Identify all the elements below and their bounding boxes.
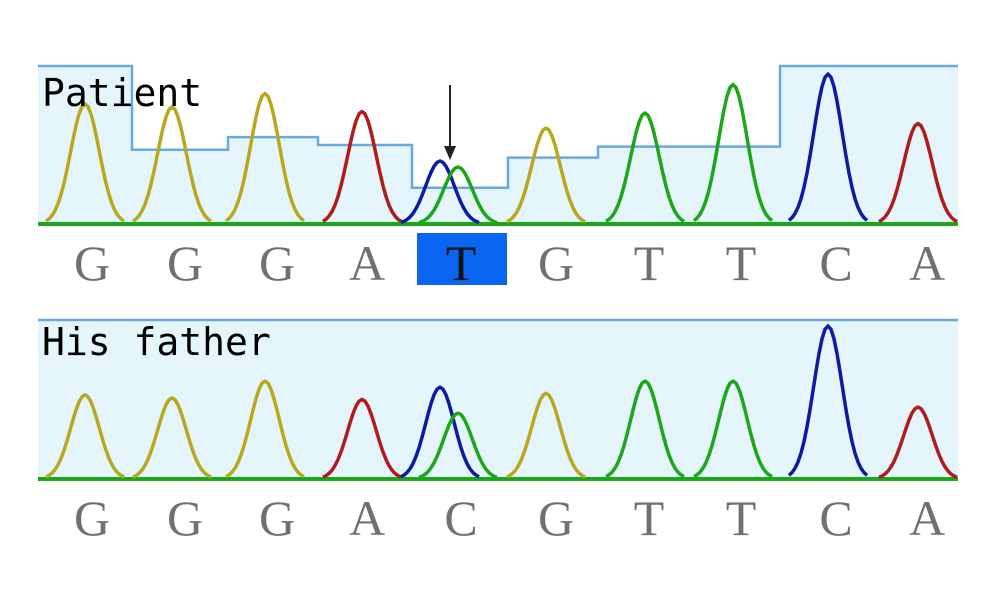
base-call-g: G — [167, 490, 203, 546]
peak-g — [506, 391, 586, 479]
base-call-a: A — [349, 490, 385, 546]
panel-label: His father — [42, 320, 271, 364]
peak-g — [131, 105, 213, 223]
peak-c — [787, 72, 869, 222]
arrow-head-icon — [444, 146, 456, 160]
peak-g — [44, 102, 126, 223]
peak-t — [605, 111, 685, 223]
base-call-t: T — [634, 235, 665, 291]
quality-area — [38, 66, 958, 224]
peak-t — [605, 379, 685, 479]
peak-a — [322, 397, 402, 479]
peak-a — [878, 121, 958, 224]
peak-g — [45, 393, 125, 479]
base-call-a: A — [909, 235, 945, 291]
base-call-t: T — [446, 235, 477, 291]
peak-c — [400, 159, 480, 225]
base-call-c: C — [819, 235, 852, 291]
peak-g — [506, 126, 586, 224]
peak-t — [418, 165, 498, 225]
base-call-g: G — [538, 235, 574, 291]
peak-c — [400, 385, 480, 479]
peak-a — [322, 109, 402, 223]
base-call-t: T — [726, 490, 757, 546]
base-call-a: A — [349, 235, 385, 291]
peak-c — [787, 324, 869, 477]
base-call-t: T — [634, 490, 665, 546]
mutation-highlight — [417, 233, 507, 285]
panel-label: Patient — [42, 71, 202, 115]
peak-t — [418, 411, 498, 480]
base-call-g: G — [74, 490, 110, 546]
peak-t — [692, 82, 774, 222]
base-call-c: C — [444, 490, 477, 546]
base-call-g: G — [167, 235, 203, 291]
peak-t — [693, 379, 773, 479]
quality-trace — [38, 64, 958, 189]
peak-a — [878, 405, 958, 479]
base-call-a: A — [909, 490, 945, 546]
base-call-g: G — [259, 235, 295, 291]
base-call-c: C — [819, 490, 852, 546]
peak-g — [224, 91, 306, 223]
base-call-g: G — [538, 490, 574, 546]
peak-g — [132, 396, 212, 479]
base-call-g: G — [259, 490, 295, 546]
base-call-t: T — [726, 235, 757, 291]
peak-g — [225, 379, 305, 479]
quality-area — [38, 320, 958, 479]
base-call-g: G — [74, 235, 110, 291]
